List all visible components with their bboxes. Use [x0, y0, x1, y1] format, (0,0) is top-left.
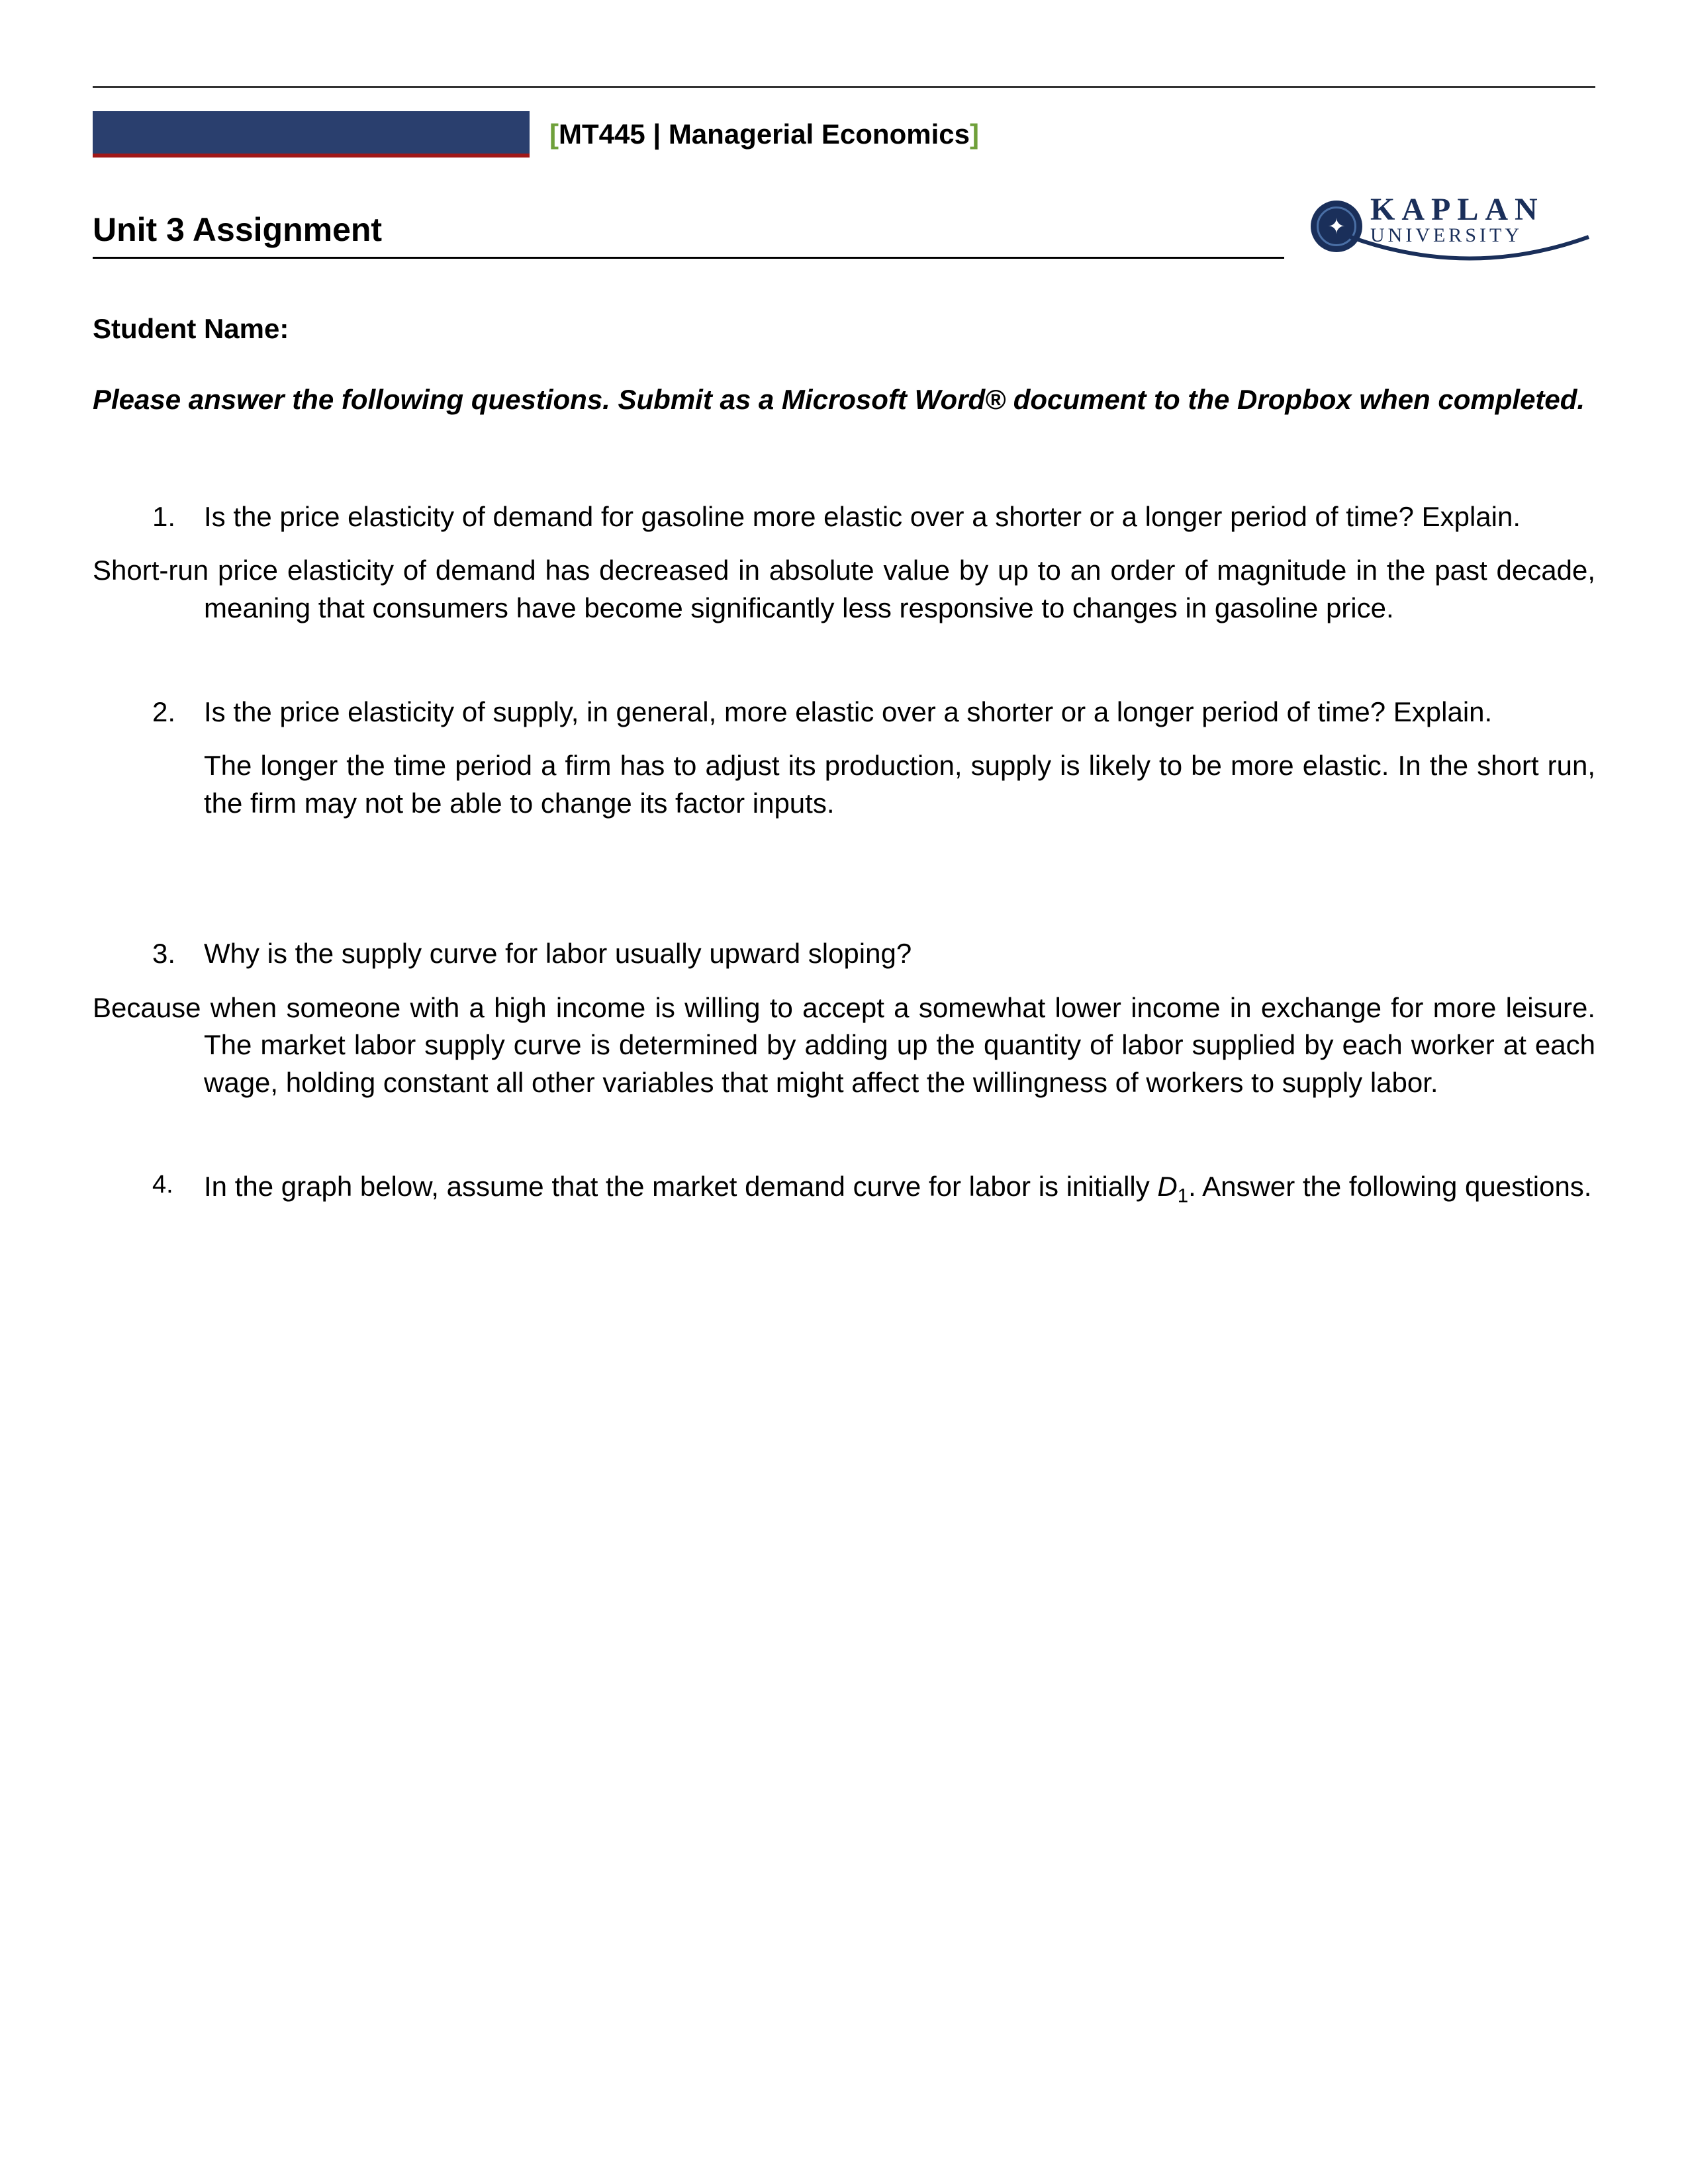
- question-4: 4. In the graph below, assume that the m…: [152, 1168, 1595, 1209]
- question-number: 4.: [152, 1168, 204, 1209]
- kaplan-logo: ✦ KAPLAN UNIVERSITY: [1311, 194, 1595, 273]
- bracket-open-icon: [: [549, 118, 559, 150]
- logo-text: KAPLAN UNIVERSITY: [1370, 194, 1544, 246]
- course-header-bar: [ MT445 | Managerial Economics ]: [93, 111, 1595, 158]
- spacer: [93, 889, 1595, 935]
- header-blue-block: [93, 111, 530, 158]
- question-text: In the graph below, assume that the mark…: [204, 1168, 1595, 1209]
- instructions-text: Please answer the following questions. S…: [93, 381, 1595, 419]
- question-1: 1. Is the price elasticity of demand for…: [152, 498, 1595, 536]
- course-code: MT445: [559, 118, 645, 150]
- questions-content: 1. Is the price elasticity of demand for…: [93, 498, 1595, 1209]
- question-number: 3.: [152, 935, 204, 973]
- q4-pre: In the graph below, assume that the mark…: [204, 1171, 1157, 1202]
- question-number: 1.: [152, 498, 204, 536]
- title-row: Unit 3 Assignment ✦ KAPLAN UNIVERSITY: [93, 194, 1595, 273]
- bracket-close-icon: ]: [970, 118, 979, 150]
- qnum-text: 3.: [152, 938, 175, 969]
- question-2: 2. Is the price elasticity of supply, in…: [152, 694, 1595, 731]
- q4-var: D: [1157, 1171, 1177, 1202]
- question-number: 2.: [152, 694, 204, 731]
- document-page: [ MT445 | Managerial Economics ] Unit 3 …: [0, 0, 1688, 2184]
- question-text: Is the price elasticity of demand for ga…: [204, 498, 1595, 536]
- answer-3: Because when someone with a high income …: [93, 989, 1595, 1102]
- question-text: Why is the supply curve for labor usuall…: [204, 935, 1595, 973]
- page-title: Unit 3 Assignment: [93, 210, 1284, 259]
- question-text: Is the price elasticity of supply, in ge…: [204, 694, 1595, 731]
- q4-sub: 1: [1178, 1185, 1188, 1206]
- course-label: [ MT445 | Managerial Economics ]: [530, 111, 1595, 158]
- logo-line1: KAPLAN: [1370, 194, 1544, 226]
- question-3: 3. Why is the supply curve for labor usu…: [152, 935, 1595, 973]
- course-sep: |: [645, 118, 669, 150]
- answer-1: Short-run price elasticity of demand has…: [93, 552, 1595, 627]
- q4-post: . Answer the following questions.: [1188, 1171, 1591, 1202]
- student-name-label: Student Name:: [93, 313, 1595, 345]
- logo-line2: UNIVERSITY: [1370, 226, 1544, 246]
- answer-2: The longer the time period a firm has to…: [204, 747, 1595, 822]
- top-divider: [93, 86, 1595, 88]
- course-title: Managerial Economics: [669, 118, 970, 150]
